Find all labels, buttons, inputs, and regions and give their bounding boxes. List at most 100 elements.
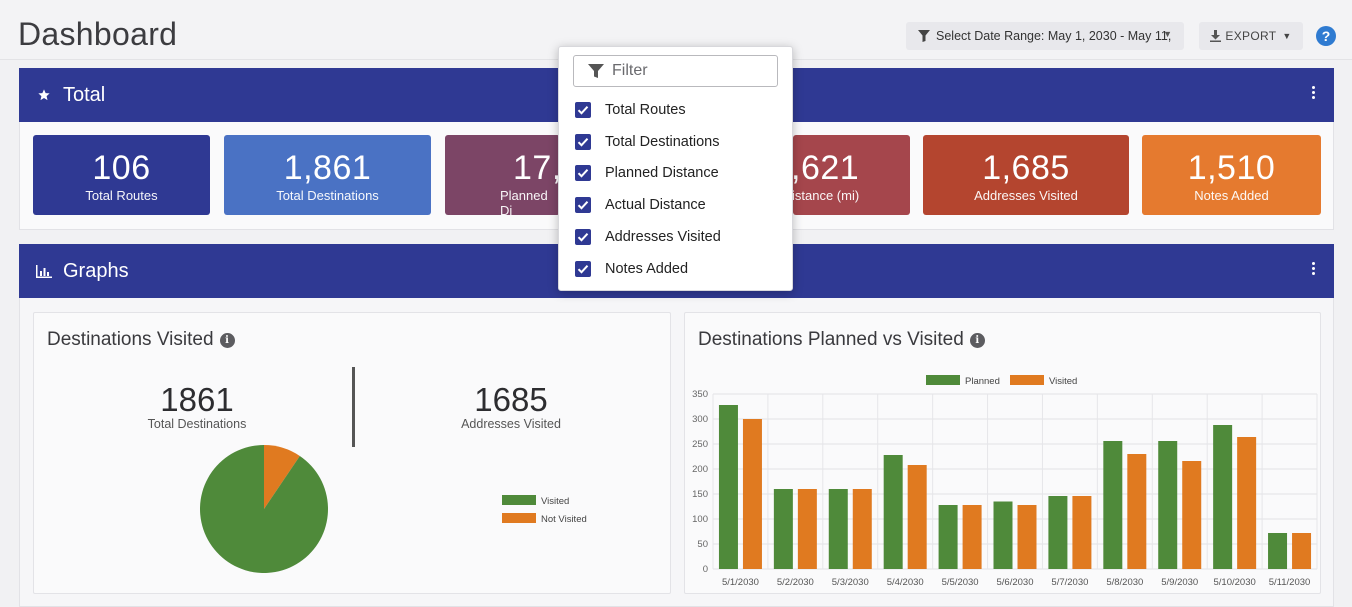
filter-input-box[interactable] bbox=[573, 55, 778, 87]
tile-planned-distance[interactable]: 17,5 Planned Di bbox=[445, 135, 581, 218]
filter-option-total-routes[interactable]: Total Routes bbox=[575, 99, 686, 121]
tile-addresses-visited[interactable]: 1,685 Addresses Visited bbox=[923, 135, 1129, 215]
bar-planned bbox=[1158, 441, 1178, 569]
legend-swatch bbox=[926, 375, 960, 385]
help-icon[interactable]: ? bbox=[1316, 26, 1336, 46]
caret-down-icon: ▼ bbox=[1282, 31, 1292, 41]
checkbox-checked-icon[interactable] bbox=[575, 229, 591, 245]
option-label: Total Destinations bbox=[605, 134, 720, 150]
tile-total-destinations[interactable]: 1,861 Total Destinations bbox=[224, 135, 431, 215]
tile-label: Total Routes bbox=[85, 188, 158, 203]
filter-option-total-destinations[interactable]: Total Destinations bbox=[575, 131, 719, 153]
y-tick-label: 200 bbox=[692, 464, 708, 475]
y-tick-label: 150 bbox=[692, 489, 708, 500]
star-icon bbox=[38, 89, 50, 101]
bar-planned bbox=[1103, 441, 1123, 569]
total-section-title: Total bbox=[63, 83, 106, 106]
x-tick-label: 5/7/2030 bbox=[1051, 577, 1088, 588]
x-tick-label: 5/3/2030 bbox=[832, 577, 869, 588]
legend-swatch bbox=[1010, 375, 1044, 385]
checkbox-checked-icon[interactable] bbox=[575, 134, 591, 150]
download-icon bbox=[1210, 30, 1222, 42]
y-tick-label: 250 bbox=[692, 439, 708, 450]
planned-vs-visited-bar-chart: 0 50 100 150 200 250 300 350 5/1/2030 5/2/2030 5/3… bbox=[692, 375, 1318, 588]
option-label: Total Routes bbox=[605, 102, 686, 118]
bar-visited bbox=[1072, 496, 1092, 569]
x-tick-label: 5/11/2030 bbox=[1269, 577, 1311, 588]
tile-value: 106 bbox=[92, 149, 151, 187]
bar-visited bbox=[1182, 461, 1202, 569]
info-icon[interactable]: i bbox=[219, 332, 235, 348]
card-title: Destinations Visited i bbox=[47, 329, 235, 351]
legend-swatch bbox=[502, 495, 536, 505]
bar-visited bbox=[742, 419, 762, 569]
bar-planned bbox=[938, 505, 958, 569]
filter-option-actual-distance[interactable]: Actual Distance bbox=[575, 194, 706, 216]
bar-visited bbox=[797, 489, 817, 569]
destinations-pie-chart: Visited Not Visited bbox=[200, 445, 587, 573]
tile-value: 1,685 bbox=[982, 149, 1070, 187]
export-button[interactable]: EXPORT ▼ bbox=[1199, 22, 1303, 50]
export-label: EXPORT bbox=[1225, 29, 1277, 43]
tile-value: 1,510 bbox=[1187, 149, 1276, 187]
total-destinations-label: Total Destinations bbox=[147, 417, 247, 431]
x-tick-label: 5/5/2030 bbox=[942, 577, 979, 588]
total-destinations-value: 1861 bbox=[160, 381, 234, 418]
caret-down-icon: ▼ bbox=[1163, 29, 1172, 39]
addresses-visited-value: 1685 bbox=[474, 381, 548, 418]
checkbox-checked-icon[interactable] bbox=[575, 165, 591, 181]
filter-input[interactable] bbox=[612, 62, 762, 80]
pie-slice-not-visited bbox=[264, 445, 300, 509]
x-tick-label: 5/9/2030 bbox=[1161, 577, 1198, 588]
bar-planned bbox=[1213, 425, 1233, 569]
bar-visited bbox=[1292, 533, 1312, 569]
tile-label: Addresses Visited bbox=[974, 188, 1078, 203]
bar-planned bbox=[883, 455, 903, 569]
filter-option-addresses-visited[interactable]: Addresses Visited bbox=[575, 226, 721, 248]
tile-label: Notes Added bbox=[1194, 188, 1269, 203]
option-label: Notes Added bbox=[605, 261, 689, 277]
checkbox-checked-icon[interactable] bbox=[575, 102, 591, 118]
addresses-visited-label: Addresses Visited bbox=[461, 417, 561, 431]
date-range-button[interactable]: Select Date Range: May 1, 2030 - May 11,… bbox=[906, 22, 1184, 50]
destinations-visited-card: Destinations Visited i 1861 Total Destin… bbox=[33, 312, 671, 594]
tile-total-routes[interactable]: 106 Total Routes bbox=[33, 135, 210, 215]
tile-notes-added[interactable]: 1,510 Notes Added bbox=[1142, 135, 1321, 215]
tile-actual-distance[interactable]: ,621 istance (mi) bbox=[791, 135, 910, 215]
tile-value: 1,861 bbox=[283, 149, 372, 187]
bar-planned bbox=[1268, 533, 1288, 569]
y-tick-label: 0 bbox=[703, 564, 708, 575]
bar-planned bbox=[773, 489, 793, 569]
bar-visited bbox=[907, 465, 927, 569]
tile-label: Total Destinations bbox=[276, 188, 379, 203]
graphs-panel: Destinations Visited i 1861 Total Destin… bbox=[19, 298, 1334, 607]
more-options-icon[interactable] bbox=[1312, 86, 1316, 101]
checkbox-checked-icon[interactable] bbox=[575, 261, 591, 277]
more-options-icon[interactable] bbox=[1312, 262, 1316, 277]
x-tick-label: 5/2/2030 bbox=[777, 577, 814, 588]
bar-planned bbox=[718, 405, 738, 569]
legend-label: Planned bbox=[965, 376, 1000, 387]
filter-option-planned-distance[interactable]: Planned Distance bbox=[575, 162, 719, 184]
x-tick-label: 5/10/2030 bbox=[1214, 577, 1256, 588]
bar-visited bbox=[852, 489, 872, 569]
legend-label: Visited bbox=[1049, 376, 1077, 387]
y-tick-label: 300 bbox=[692, 414, 708, 425]
info-icon[interactable]: i bbox=[969, 332, 985, 348]
total-tiles-panel: 106 Total Routes 1,861 Total Destination… bbox=[19, 122, 1334, 230]
bar-planned bbox=[1048, 496, 1068, 569]
y-tick-label: 350 bbox=[692, 389, 708, 400]
option-label: Planned Distance bbox=[605, 165, 719, 181]
pie-slice-visited bbox=[200, 445, 328, 573]
filter-icon bbox=[588, 64, 604, 78]
date-range-label: Select Date Range: May 1, 2030 - May 11, bbox=[936, 29, 1172, 43]
bar-visited bbox=[1017, 505, 1037, 569]
tile-label: istance (mi) bbox=[792, 188, 860, 203]
legend-label: Visited bbox=[541, 496, 569, 507]
checkbox-checked-icon[interactable] bbox=[575, 197, 591, 213]
x-tick-label: 5/1/2030 bbox=[722, 577, 759, 588]
bar-visited bbox=[1127, 454, 1147, 569]
filter-option-notes-added[interactable]: Notes Added bbox=[575, 258, 688, 280]
graphs-section-title: Graphs bbox=[63, 259, 129, 282]
bar-planned bbox=[828, 489, 848, 569]
